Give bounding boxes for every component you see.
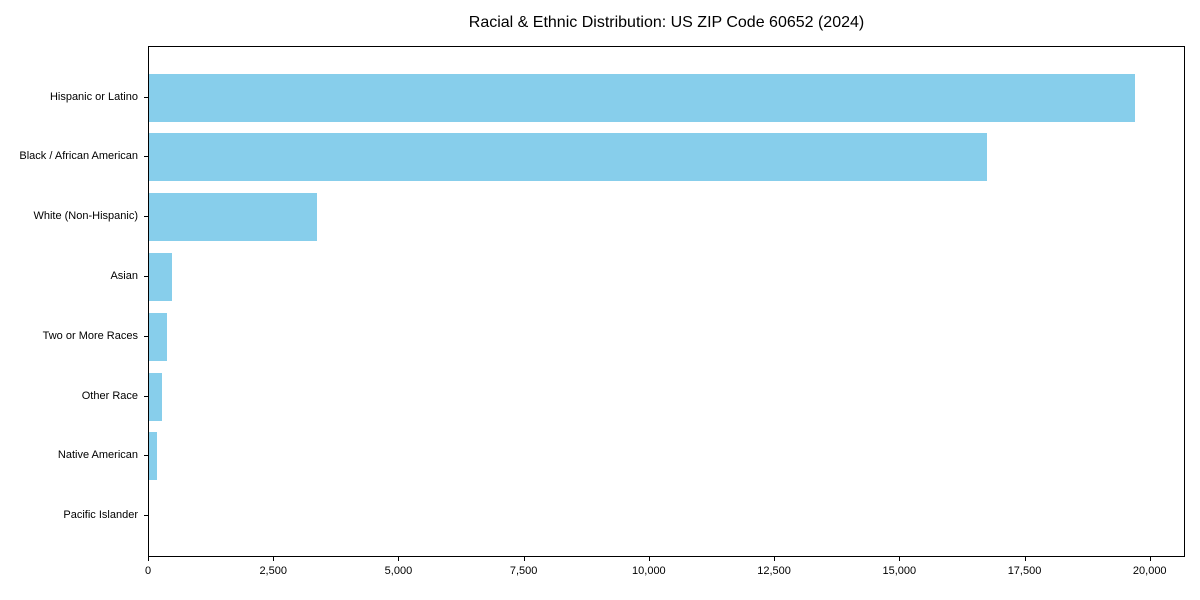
chart-bar: [149, 133, 988, 182]
y-axis-label: White (Non-Hispanic): [33, 210, 138, 223]
chart-bar: [149, 73, 1135, 122]
x-axis-tick-label: 2,500: [259, 565, 287, 577]
x-axis-tick: [1149, 557, 1151, 561]
y-axis-tick: [144, 455, 148, 457]
chart-bar: [149, 312, 167, 361]
x-axis-tick: [148, 557, 149, 561]
y-axis-tick: [144, 216, 148, 218]
y-axis-label: Two or More Races: [42, 329, 138, 342]
y-axis-tick: [144, 395, 148, 397]
x-axis-tick: [899, 557, 901, 561]
x-axis-tick: [648, 557, 650, 561]
plot-area: [148, 46, 1185, 557]
y-axis-tick: [144, 335, 148, 337]
y-axis-label: Asian: [110, 269, 138, 282]
chart-bar: [149, 372, 162, 421]
chart-bar: [149, 252, 173, 301]
y-axis-label: Other Race: [81, 389, 138, 402]
x-axis-tick-label: 10,000: [632, 565, 666, 577]
x-axis-tick: [1024, 557, 1026, 561]
chart-bar: [149, 432, 158, 481]
y-axis-tick: [144, 96, 148, 98]
y-axis-label: Hispanic or Latino: [49, 90, 138, 103]
chart-title: Racial & Ethnic Distribution: US ZIP Cod…: [468, 14, 865, 31]
x-axis-tick-label: 17,500: [1007, 565, 1042, 577]
x-axis-tick-label: 5,000: [384, 565, 413, 577]
x-axis-tick-label: 0: [144, 565, 152, 577]
x-axis-tick-label: 7,500: [509, 565, 538, 577]
y-axis-tick: [144, 515, 148, 517]
x-axis-tick-label: 15,000: [882, 565, 917, 577]
y-axis-label: Pacific Islander: [63, 509, 138, 522]
x-axis-tick: [523, 557, 525, 561]
x-axis-tick-label: 20,000: [1132, 565, 1167, 577]
x-axis-tick-label: 12,500: [757, 565, 791, 577]
y-axis-label: Native American: [57, 449, 138, 462]
x-axis-tick: [398, 557, 400, 561]
x-axis-tick: [774, 557, 776, 561]
y-axis-label: Black / African American: [19, 150, 138, 163]
y-axis-tick: [144, 275, 148, 277]
y-axis-tick: [144, 156, 148, 158]
chart-bar: [149, 193, 318, 242]
x-axis-tick: [273, 557, 275, 561]
